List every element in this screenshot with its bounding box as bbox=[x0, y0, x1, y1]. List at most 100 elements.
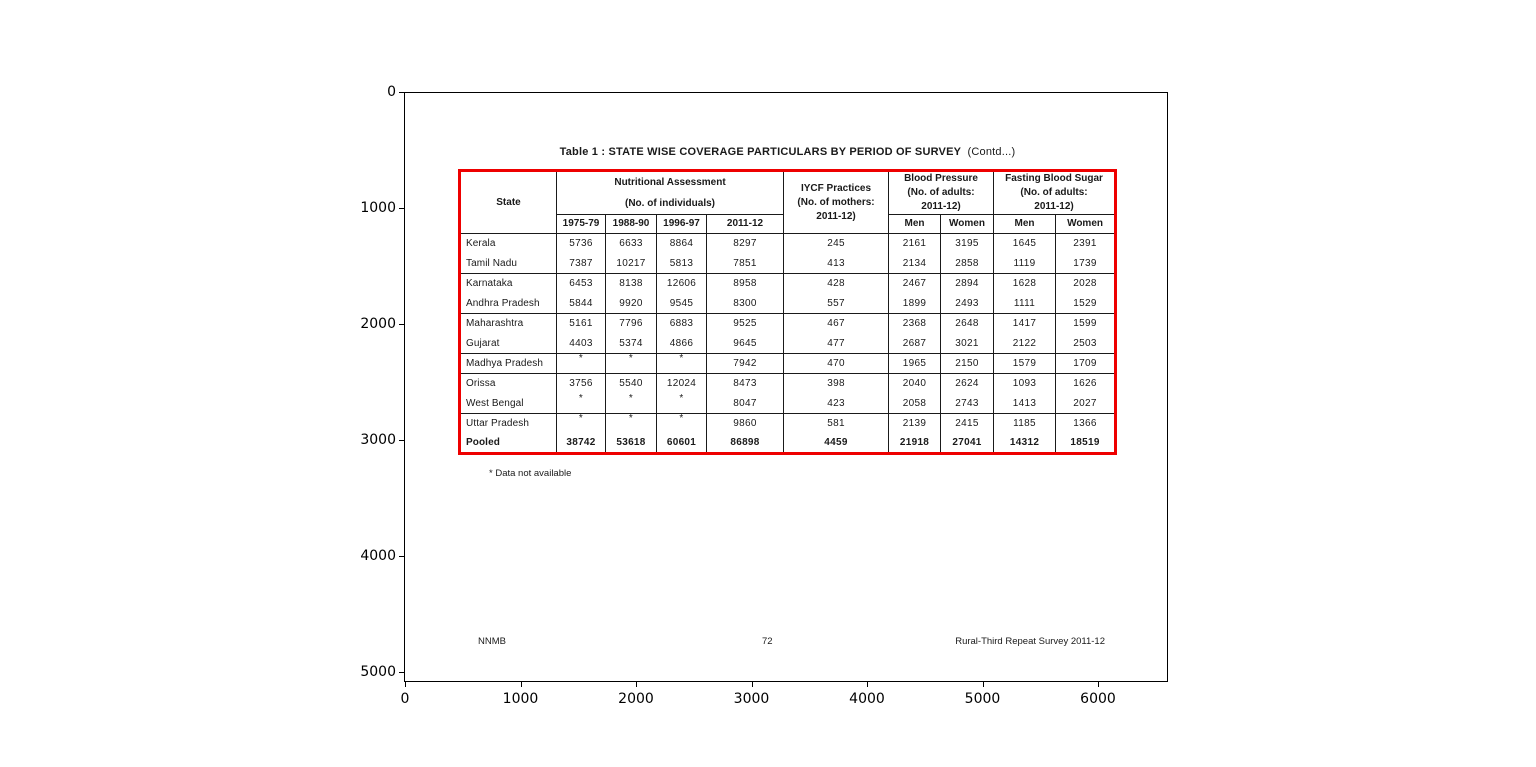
value-cell: 2858 bbox=[940, 253, 994, 274]
col-header-2011-12: 2011-12 bbox=[705, 214, 784, 234]
value-cell: 2027 bbox=[1055, 393, 1116, 414]
value-cell: 1119 bbox=[993, 253, 1056, 274]
value-cell: 2493 bbox=[940, 293, 994, 314]
nutritional-line2: (No. of individuals) bbox=[625, 197, 715, 209]
footnote: * Data not available bbox=[489, 468, 572, 479]
document-title-main: Table 1 : STATE WISE COVERAGE PARTICULAR… bbox=[559, 146, 961, 158]
value-cell: 2467 bbox=[888, 273, 941, 294]
col-header-1988-90: 1988-90 bbox=[605, 214, 657, 234]
table-row: Andhra Pradesh 5844 9920 9545 8300 557 1899 249… bbox=[460, 293, 1116, 314]
value-cell: 1529 bbox=[1055, 293, 1116, 314]
value-cell: 8047 bbox=[705, 393, 784, 414]
table-row: Orissa 3756 5540 12024 8473 398 2040 2624 1093 16… bbox=[459, 373, 1116, 394]
col-header-nutritional: Nutritional Assessment (No. of individua… bbox=[555, 170, 784, 215]
col-header-iycf: IYCF Practices (No. of mothers: 2011-12) bbox=[783, 170, 889, 234]
value-cell: * bbox=[605, 413, 657, 434]
value-cell: * bbox=[605, 393, 657, 414]
value-cell: 2058 bbox=[888, 393, 941, 414]
value-cell: * bbox=[605, 353, 657, 374]
value-cell: 8864 bbox=[656, 233, 707, 254]
value-cell: 4866 bbox=[656, 333, 707, 354]
value-cell: 2122 bbox=[993, 333, 1056, 354]
x-tick-mark bbox=[867, 682, 868, 687]
x-tick-label: 0 bbox=[400, 691, 410, 707]
value-cell: 1965 bbox=[888, 353, 941, 374]
y-tick-label: 2000 bbox=[360, 316, 396, 332]
state-cell: Gujarat bbox=[466, 337, 500, 349]
x-tick-label: 3000 bbox=[733, 691, 770, 707]
value-cell: 5161 bbox=[556, 313, 606, 334]
x-tick-label: 6000 bbox=[1080, 691, 1116, 707]
value-cell: 467 bbox=[783, 313, 889, 334]
x-tick-mark bbox=[520, 682, 522, 687]
bp-line3: 2011-12) bbox=[921, 201, 961, 212]
y-tick-label: 0 bbox=[387, 84, 396, 100]
value-cell: * bbox=[656, 393, 707, 414]
value-cell: 477 bbox=[783, 333, 889, 354]
state-cell: Uttar Pradesh bbox=[459, 413, 557, 434]
fbs-line1: Fasting Blood Sugar bbox=[1005, 173, 1103, 184]
value-cell: 1739 bbox=[1055, 253, 1116, 274]
value-cell: 557 bbox=[783, 293, 889, 314]
value-cell: 1093 bbox=[993, 373, 1056, 394]
value-cell: 4403 bbox=[556, 333, 606, 354]
col-header-fbs-men: Men bbox=[993, 214, 1056, 234]
value-cell: 8300 bbox=[705, 293, 784, 314]
value-cell: 2415 bbox=[940, 413, 994, 434]
value-cell: 2648 bbox=[940, 313, 994, 334]
value-cell: 2503 bbox=[1055, 333, 1116, 354]
x-tick-label: 4000 bbox=[849, 691, 885, 707]
value-cell: 6453 bbox=[556, 273, 606, 294]
col-header-fasting-blood-sugar: Fasting Blood Sugar (No. of adults: 2011… bbox=[993, 170, 1116, 215]
value-cell: 2139 bbox=[888, 413, 941, 434]
y-tick-mark bbox=[399, 672, 404, 673]
value-cell: 8473 bbox=[705, 373, 784, 394]
value-cell: 9920 bbox=[605, 293, 657, 314]
value-cell: 2687 bbox=[888, 333, 941, 354]
state-cell: Karnataka bbox=[459, 273, 557, 294]
value-cell: 3756 bbox=[556, 373, 606, 394]
col-header-1975-79: 1975-79 bbox=[556, 214, 606, 234]
iycf-line2: (No. of mothers: bbox=[797, 196, 875, 208]
col-header-1996-97: 1996-97 bbox=[656, 214, 707, 234]
document-title: Table 1 : STATE WISE COVERAGE PARTICULAR… bbox=[458, 146, 1117, 158]
iycf-line1: IYCF Practices bbox=[800, 182, 872, 194]
document-title-contd-text: (Contd...) bbox=[967, 146, 1016, 158]
y-tick-label: 5000 bbox=[360, 664, 396, 680]
y-tick-label: 3000 bbox=[360, 432, 396, 448]
value-cell: 1645 bbox=[993, 233, 1056, 254]
value-cell: 8958 bbox=[705, 273, 784, 294]
y-tick-mark bbox=[399, 208, 404, 209]
nutritional-line1: Nutritional Assessment bbox=[614, 176, 726, 188]
value-cell: 5844 bbox=[556, 293, 606, 314]
value-cell: 3195 bbox=[940, 233, 994, 254]
col-header-fbs-women: Women bbox=[1055, 214, 1116, 234]
state-cell: Maharashtra bbox=[459, 313, 557, 334]
value-cell: 9645 bbox=[705, 333, 784, 354]
value-cell: 9860 bbox=[705, 413, 784, 434]
y-tick-mark bbox=[399, 440, 404, 441]
fbs-line3: 2011-12) bbox=[1034, 201, 1074, 212]
footer-left: NNMB bbox=[478, 636, 506, 647]
value-cell: 398 bbox=[783, 373, 889, 394]
value-cell: 1626 bbox=[1055, 373, 1116, 394]
value-cell: 1599 bbox=[1055, 313, 1116, 334]
footer-page-number: 72 bbox=[762, 636, 773, 647]
state-cell: Pooled bbox=[466, 437, 500, 449]
value-cell: 1413 bbox=[993, 393, 1056, 414]
value-cell: 2134 bbox=[888, 253, 941, 274]
col-header-bp-men: Men bbox=[888, 214, 941, 234]
iycf-line3: 2011-12) bbox=[816, 210, 856, 222]
value-cell: 18519 bbox=[1055, 433, 1116, 454]
value-cell: 1111 bbox=[993, 293, 1056, 314]
y-tick-mark bbox=[399, 556, 404, 557]
x-tick-mark bbox=[751, 682, 753, 687]
value-cell: 5374 bbox=[605, 333, 657, 354]
x-tick-label: 1000 bbox=[502, 691, 539, 707]
col-header-blood-pressure: Blood Pressure (No. of adults: 2011-12) bbox=[888, 170, 994, 215]
table-row: Madhya Pradesh * * * 7942 470 1965 2150 1579 1709 bbox=[459, 353, 1116, 374]
value-cell: 7851 bbox=[705, 253, 784, 274]
col-header-bp-women: Women bbox=[940, 214, 994, 234]
state-cell: West Bengal bbox=[466, 397, 524, 409]
value-cell: 8297 bbox=[705, 233, 784, 254]
